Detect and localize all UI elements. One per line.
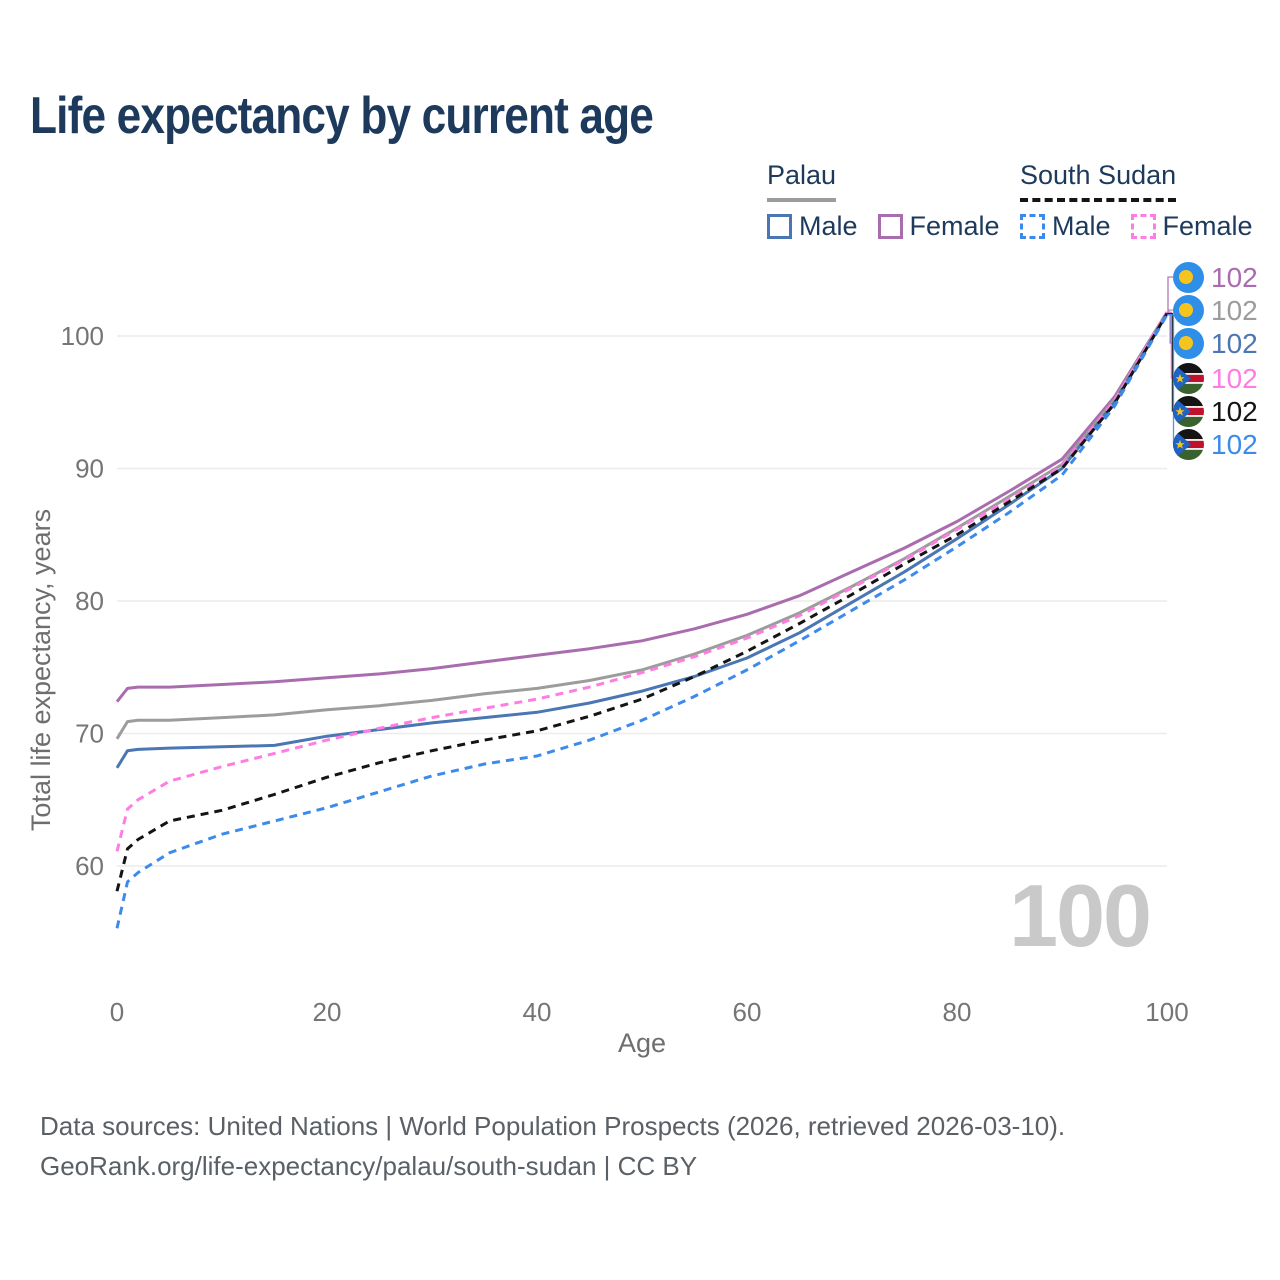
attribution-link[interactable]: GeoRank.org/life-expectancy/palau/south-… xyxy=(40,1151,698,1181)
legend-items-row: Male Female xyxy=(767,211,1020,242)
end-value-row: 102 xyxy=(1173,362,1258,395)
legend-group-title: South Sudan xyxy=(1020,160,1177,202)
series-line-palau-both xyxy=(115,311,1169,740)
y-tick-label: 80 xyxy=(75,586,104,616)
leader-line xyxy=(1167,312,1174,412)
age-counter-watermark: 100 xyxy=(1009,866,1152,965)
legend-item-south-sudan-male: Male xyxy=(1020,211,1111,242)
series-line-south-sudan-male xyxy=(115,314,1169,929)
end-value-row: 102 xyxy=(1173,261,1258,294)
series-line-palau-male xyxy=(115,312,1169,769)
legend-group-south-sudan: South Sudan Male Female xyxy=(1020,160,1273,242)
legend-group-title: Palau xyxy=(767,160,837,202)
legend-group-palau: Palau Male Female xyxy=(767,160,1020,242)
legend-item-label: Male xyxy=(799,211,858,241)
end-value-row: 102 xyxy=(1173,395,1258,428)
end-value-label: 102 xyxy=(1211,294,1258,326)
footer: Data sources: United Nations | World Pop… xyxy=(40,1106,1065,1186)
end-value-label: 102 xyxy=(1211,261,1258,293)
y-tick-label: 70 xyxy=(75,719,104,749)
end-value-label: 102 xyxy=(1211,395,1258,427)
south-sudan-flag-icon xyxy=(1173,429,1204,460)
south-sudan-flag-icon xyxy=(1173,363,1204,394)
x-tick-label: 20 xyxy=(313,997,342,1027)
legend-item-south-sudan-female: Female xyxy=(1130,211,1253,242)
solid-line-swatch-icon xyxy=(877,214,903,239)
y-axis-title: Total life expectancy, years xyxy=(26,509,56,831)
series-line-south-sudan-female xyxy=(115,311,1169,852)
legend-items-row: Male Female xyxy=(1020,211,1273,242)
x-tick-label: 0 xyxy=(110,997,124,1027)
page-title: Life expectancy by current age xyxy=(30,87,654,145)
legend-item-palau-male: Male xyxy=(767,211,858,242)
series-line-palau-female xyxy=(115,311,1169,703)
x-axis-title: Age xyxy=(618,1028,666,1058)
end-value-label: 102 xyxy=(1211,362,1258,394)
palau-flag-icon xyxy=(1173,328,1204,359)
end-value-row: 102 xyxy=(1173,428,1258,461)
south-sudan-flag-icon xyxy=(1173,396,1204,427)
end-value-label: 102 xyxy=(1211,327,1258,359)
legend-item-label: Female xyxy=(1162,211,1253,241)
y-tick-label: 90 xyxy=(75,454,104,484)
palau-flag-icon xyxy=(1173,295,1204,326)
legend-item-palau-female: Female xyxy=(877,211,1000,242)
dashed-line-swatch-icon xyxy=(1020,214,1045,239)
end-value-label: 102 xyxy=(1211,428,1258,460)
x-tick-label: 100 xyxy=(1145,997,1188,1027)
dashed-line-swatch-icon xyxy=(1130,214,1156,239)
legend-item-label: Female xyxy=(909,211,1000,241)
y-tick-label: 100 xyxy=(61,321,104,351)
y-tick-label: 60 xyxy=(75,851,104,881)
end-value-row: 102 xyxy=(1173,327,1258,360)
x-tick-label: 80 xyxy=(943,997,972,1027)
solid-line-swatch-icon xyxy=(767,214,792,239)
x-tick-label: 60 xyxy=(733,997,762,1027)
legend-item-label: Male xyxy=(1052,211,1111,241)
end-value-row: 102 xyxy=(1173,294,1258,327)
data-sources-line: Data sources: United Nations | World Pop… xyxy=(40,1111,1066,1141)
x-tick-label: 40 xyxy=(523,997,552,1027)
palau-flag-icon xyxy=(1173,262,1204,293)
series-line-south-sudan-both xyxy=(115,312,1169,892)
